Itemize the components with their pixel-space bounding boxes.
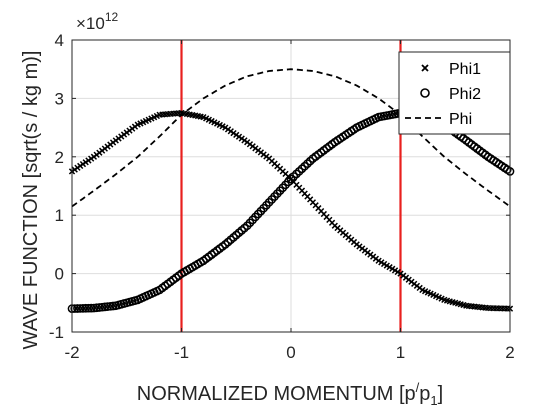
data-point	[84, 303, 93, 313]
x-axis-label-denominator: p	[419, 383, 430, 405]
x-tick-label: -1	[174, 343, 189, 362]
series-phi2	[67, 108, 515, 313]
legend-marker-phi2	[420, 88, 430, 98]
legend-label: Phi	[449, 111, 472, 128]
series-layer	[67, 68, 515, 313]
x-tick-label: -2	[64, 343, 79, 362]
data-point	[75, 304, 85, 313]
x-tick-label: 1	[396, 343, 405, 362]
y-tick-label: 1	[55, 206, 64, 225]
data-point	[73, 304, 82, 313]
legend-box	[398, 51, 511, 135]
x-axis-label-close: ]	[438, 383, 444, 405]
series-line-phi	[71, 68, 511, 208]
y-exponent-power: 12	[105, 10, 119, 24]
y-exponent-base: ×10	[76, 14, 105, 33]
data-point	[81, 303, 91, 313]
data-point	[86, 303, 96, 313]
legend-marker-phi1	[421, 64, 429, 72]
y-tick-label: -1	[49, 323, 64, 342]
legend: Phi1 Phi2 Phi	[398, 51, 511, 135]
legend-label: Phi2	[449, 86, 481, 103]
x-axis-label-subscript: 1	[430, 393, 437, 408]
data-point	[70, 304, 80, 313]
x-axis-label-prime: /	[416, 380, 420, 395]
x-tick-label: 2	[505, 343, 514, 362]
legend-label: Phi1	[449, 61, 481, 78]
y-axis-label: WAVE FUNCTION [sqrt(s / kg m)]	[20, 51, 42, 350]
x-axis-label: NORMALIZED MOMENTUM [p/p1]	[137, 380, 443, 408]
y-tick-label: 2	[55, 148, 64, 167]
x-axis-label-main: NORMALIZED MOMENTUM [p	[137, 383, 416, 405]
y-tick-label: 0	[55, 265, 64, 284]
y-tick-label: 4	[55, 31, 64, 50]
y-exponent: ×1012	[76, 10, 119, 33]
data-point	[78, 303, 88, 313]
series-phi1	[68, 109, 514, 312]
series-phi	[71, 68, 511, 208]
x-tick-label: 0	[286, 343, 295, 362]
y-tick-label: 3	[55, 89, 64, 108]
